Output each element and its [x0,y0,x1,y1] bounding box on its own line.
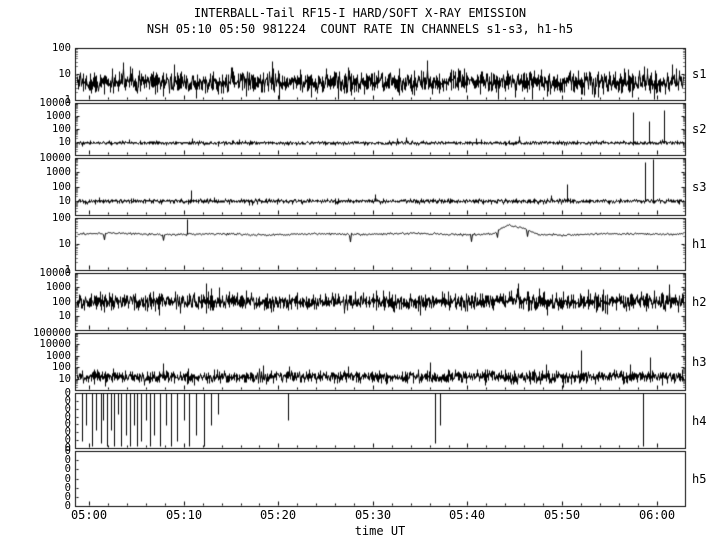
y-tick-label: 0 [64,491,71,503]
panel-label-s3: s3 [692,180,707,194]
x-tick-label: 05:00 [70,508,108,522]
y-tick-label: 0 [64,387,71,399]
y-tick-label: 0 [64,473,71,485]
y-tick-label: 0 [64,500,71,512]
y-tick-label: 10000 [39,338,71,350]
x-tick-label: 05:20 [259,508,297,522]
panel-label-s1: s1 [692,67,707,81]
y-tick-label: 10 [58,238,71,250]
y-tick-label: 10000 [39,267,71,279]
y-tick-label: 100 [52,212,71,224]
x-tick-label: 05:10 [165,508,203,522]
panel-label-s2: s2 [692,122,707,136]
x-tick-label: 05:50 [543,508,581,522]
y-tick-label: 0 [64,403,71,415]
y-tick-label: 1 [64,264,71,276]
y-tick-label: 100 [52,361,71,373]
y-tick-label: 100 [52,181,71,193]
y-tick-label: 0 [64,442,71,454]
y-tick-label: 0 [64,411,71,423]
y-tick-label: 1 [64,94,71,106]
y-tick-label: 10000 [39,97,71,109]
y-tick-label: 10 [58,373,71,385]
chart-title: INTERBALL-Tail RF15-I HARD/SOFT X-RAY EM… [193,6,527,20]
y-tick-label: 10 [58,68,71,80]
x-tick-label: 05:30 [354,508,392,522]
y-tick-label: 10 [58,195,71,207]
y-tick-label: 0 [64,426,71,438]
chart-subtitle: NSH 05:10 05:50 981224 COUNT RATE IN CHA… [146,22,574,36]
y-tick-label: 10 [58,310,71,322]
panel-label-h1: h1 [692,237,707,251]
y-tick-label: 0 [64,463,71,475]
y-tick-label: 1000 [45,166,71,178]
x-axis-label: time UT [354,524,406,538]
y-tick-label: 0 [64,434,71,446]
y-tick-label: 100 [52,296,71,308]
panel-label-h3: h3 [692,355,707,369]
x-tick-label: 06:00 [638,508,676,522]
y-tick-label: 0 [64,418,71,430]
y-tick-label: 100 [52,42,71,54]
y-tick-label: 0 [64,482,71,494]
panel-label-h4: h4 [692,414,707,428]
y-tick-label: 100 [52,123,71,135]
y-tick-label: 1000 [45,281,71,293]
panel-label-h5: h5 [692,472,707,486]
y-tick-label: 1000 [45,110,71,122]
y-tick-label: 0 [64,445,71,457]
y-tick-label: 1000 [45,350,71,362]
panel-label-h2: h2 [692,295,707,309]
y-tick-label: 0 [64,454,71,466]
y-tick-label: 10 [58,136,71,148]
y-tick-label: 0 [64,395,71,407]
x-tick-label: 05:40 [448,508,486,522]
y-tick-label: 100000 [33,327,71,339]
y-tick-label: 10000 [39,152,71,164]
